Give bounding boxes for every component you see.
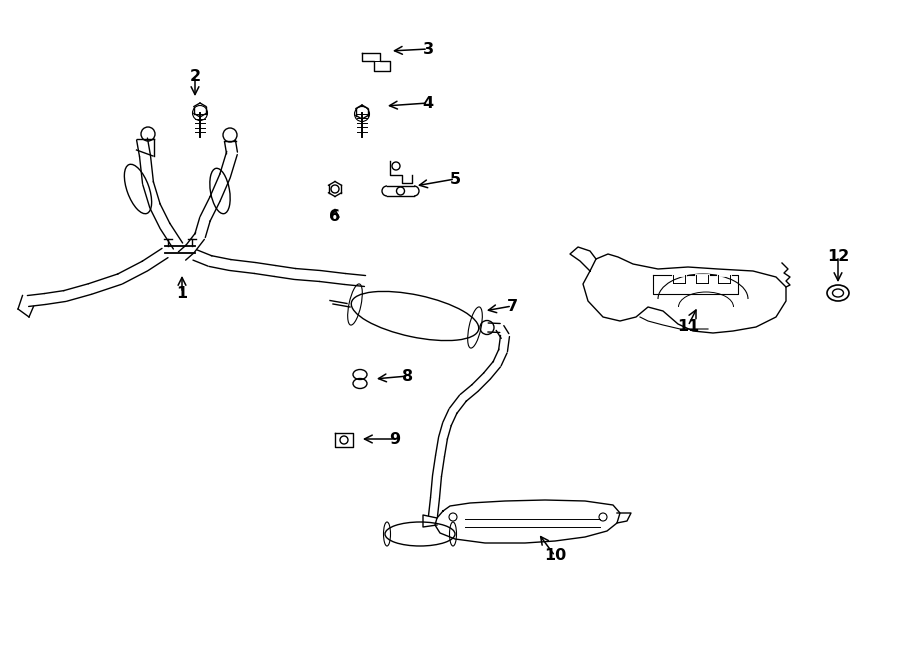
Text: 12: 12	[827, 249, 849, 264]
Text: 2: 2	[189, 69, 201, 83]
Text: 1: 1	[176, 286, 187, 301]
Text: 10: 10	[544, 549, 566, 563]
Text: 9: 9	[390, 432, 400, 446]
Text: 11: 11	[677, 319, 699, 334]
Text: 3: 3	[422, 42, 434, 56]
Text: 7: 7	[507, 299, 517, 313]
Text: 8: 8	[402, 368, 414, 383]
Text: 6: 6	[329, 208, 340, 223]
Text: 5: 5	[449, 171, 461, 186]
Text: 4: 4	[422, 95, 434, 110]
